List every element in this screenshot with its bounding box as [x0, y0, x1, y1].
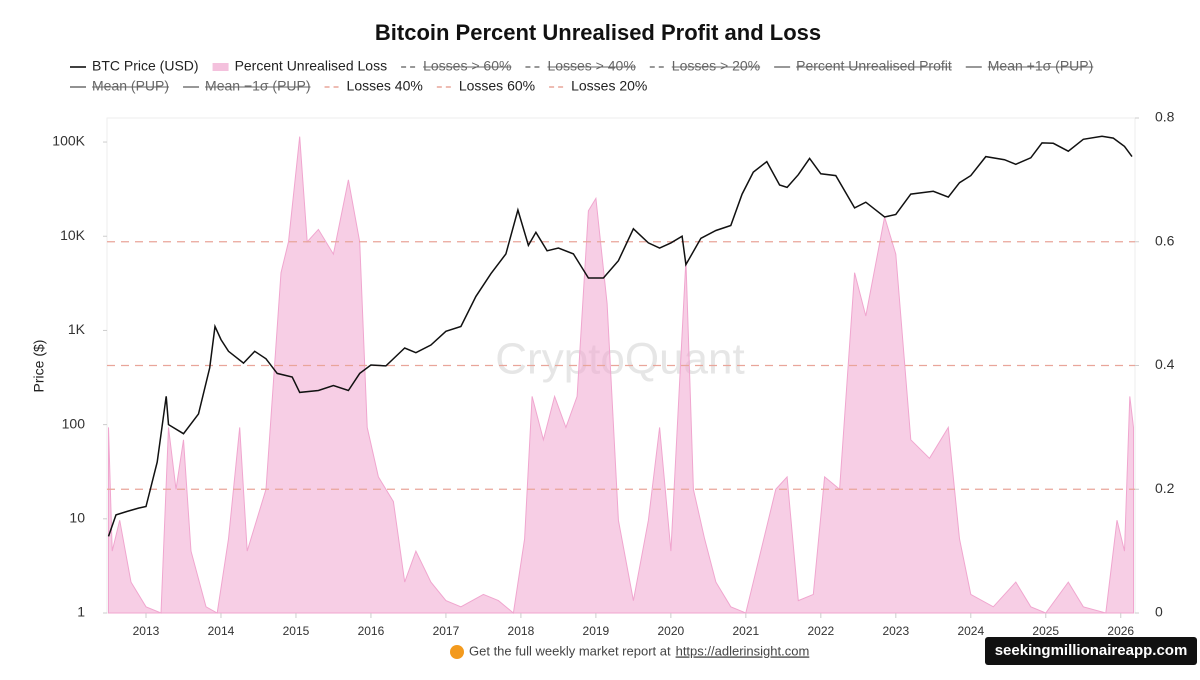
legend-item: Losses 20% — [549, 78, 647, 94]
x-tick-label: 2023 — [882, 624, 909, 638]
legend-label: Mean −1σ (PUP) — [205, 78, 311, 94]
chart-title: Bitcoin Percent Unrealised Profit and Lo… — [375, 20, 821, 45]
x-tick-label: 2022 — [807, 624, 834, 638]
y-tick-label: 10K — [60, 227, 86, 243]
footer-link[interactable]: https://adlerinsight.com — [676, 643, 810, 658]
legend-label: Losses 40% — [347, 78, 423, 94]
x-tick-label: 2021 — [732, 624, 759, 638]
y-tick-label: 100K — [52, 133, 85, 149]
legend-item: Percent Unrealised Loss — [212, 58, 388, 74]
watermark: CryptoQuant — [495, 335, 744, 384]
x-tick-label: 2019 — [583, 624, 610, 638]
legend-label: Mean (PUP) — [92, 78, 169, 94]
y-tick-label: 10 — [69, 510, 85, 526]
loss-area — [108, 136, 1134, 614]
legend: BTC Price (USD) Percent Unrealised Loss Lo… — [70, 58, 1094, 94]
y2-tick-label: 0 — [1155, 604, 1163, 620]
plot-area: 1 10 100 1K 10K 100K 0 0.2 0.4 0.6 0.8 2013 2014 2015… — [52, 109, 1174, 638]
legend-label: BTC Price (USD) — [92, 58, 199, 74]
y-tick-label: 1K — [68, 321, 86, 337]
price-line — [107, 135, 1133, 537]
legend-label: Losses > 40% — [547, 58, 635, 74]
footer-icon — [450, 645, 464, 659]
legend-label: Percent Unrealised Loss — [235, 58, 388, 74]
y2-tick-label: 0.8 — [1155, 109, 1175, 125]
legend-item: Losses 60% — [436, 78, 535, 94]
legend-label: Losses 20% — [571, 78, 647, 94]
legend-item: BTC Price (USD) — [70, 58, 199, 74]
badge: seekingmillionaireapp.com — [995, 642, 1188, 659]
x-tick-label: 2026 — [1107, 624, 1134, 638]
y2-tick-label: 0.4 — [1155, 356, 1175, 372]
legend-item: Losses 40% — [324, 78, 423, 94]
x-tick-label: 2016 — [358, 624, 385, 638]
legend-label: Percent Unrealised Profit — [796, 58, 952, 74]
legend-item: Losses > 60% — [401, 58, 512, 74]
legend-item: Losses > 20% — [649, 58, 761, 74]
legend-item: Losses > 40% — [525, 58, 636, 74]
x-tick-label: 2025 — [1032, 624, 1059, 638]
x-tick-label: 2020 — [658, 624, 685, 638]
legend-label: Mean +1σ (PUP) — [988, 58, 1094, 74]
footer-text: Get the full weekly market report at — [469, 643, 671, 658]
badge-bg — [985, 637, 1197, 665]
x-tick-label: 2024 — [957, 624, 984, 638]
x-tick-label: 2017 — [433, 624, 460, 638]
legend-item: Percent Unrealised Profit — [774, 58, 952, 74]
y-tick-label: 1 — [77, 604, 85, 620]
y2-tick-label: 0.2 — [1155, 480, 1175, 496]
legend-item: Mean +1σ (PUP) — [965, 58, 1094, 74]
legend-label: Losses > 20% — [672, 58, 760, 74]
x-tick-label: 2013 — [133, 624, 160, 638]
legend-label: Losses 60% — [459, 78, 535, 94]
legend-label: Losses > 60% — [423, 58, 511, 74]
legend-item: Mean −1σ (PUP) — [183, 78, 311, 94]
x-tick-label: 2015 — [283, 624, 310, 638]
legend-swatch — [212, 63, 229, 71]
y-tick-label: 100 — [62, 415, 86, 431]
legend-item: Mean (PUP) — [70, 78, 170, 94]
y-axis-label: Price ($) — [31, 340, 47, 393]
x-tick-label: 2018 — [508, 624, 535, 638]
y2-tick-label: 0.6 — [1155, 232, 1175, 248]
x-tick-label: 2014 — [208, 624, 235, 638]
